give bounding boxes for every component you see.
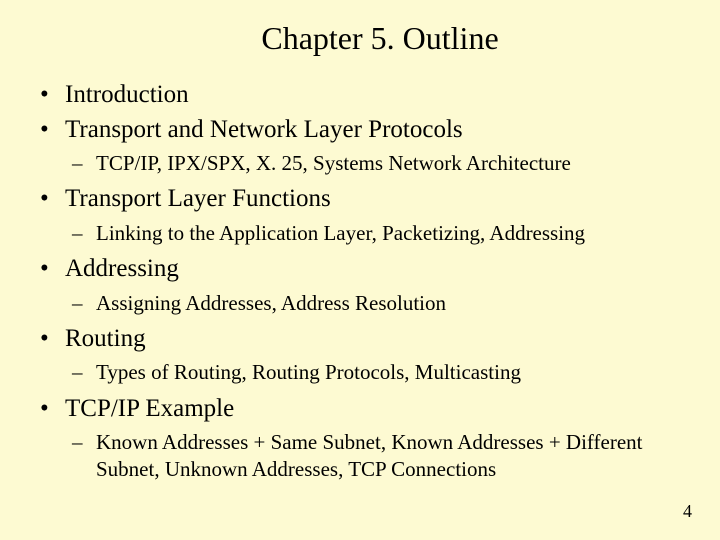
item-label: Introduction: [65, 81, 189, 108]
item-label: Transport and Network Layer Protocols: [65, 116, 463, 143]
item-label: Addressing: [65, 255, 179, 282]
list-item: Introduction: [40, 79, 700, 112]
sub-item: TCP/IP, IPX/SPX, X. 25, Systems Network …: [40, 150, 700, 177]
page-number: 4: [683, 501, 692, 522]
list-item: Transport Layer Functions: [40, 183, 700, 216]
list-item: Addressing: [40, 253, 700, 286]
outline-list: Introduction Transport and Network Layer…: [20, 79, 700, 484]
slide-container: Chapter 5. Outline Introduction Transpor…: [0, 0, 720, 510]
item-label: Transport Layer Functions: [65, 185, 331, 212]
sub-label: Known Addresses + Same Subnet, Known Add…: [96, 430, 642, 481]
sub-label: TCP/IP, IPX/SPX, X. 25, Systems Network …: [96, 151, 571, 175]
sub-label: Assigning Addresses, Address Resolution: [96, 291, 446, 315]
slide-title: Chapter 5. Outline: [20, 20, 700, 57]
list-item: TCP/IP Example: [40, 393, 700, 426]
list-item: Routing: [40, 323, 700, 356]
sub-item: Assigning Addresses, Address Resolution: [40, 290, 700, 317]
item-label: TCP/IP Example: [65, 395, 234, 422]
sub-label: Types of Routing, Routing Protocols, Mul…: [96, 360, 521, 384]
sub-item: Linking to the Application Layer, Packet…: [40, 220, 700, 247]
sub-item: Known Addresses + Same Subnet, Known Add…: [40, 429, 700, 484]
sub-item: Types of Routing, Routing Protocols, Mul…: [40, 359, 700, 386]
list-item: Transport and Network Layer Protocols: [40, 114, 700, 147]
sub-label: Linking to the Application Layer, Packet…: [96, 221, 585, 245]
item-label: Routing: [65, 325, 146, 352]
